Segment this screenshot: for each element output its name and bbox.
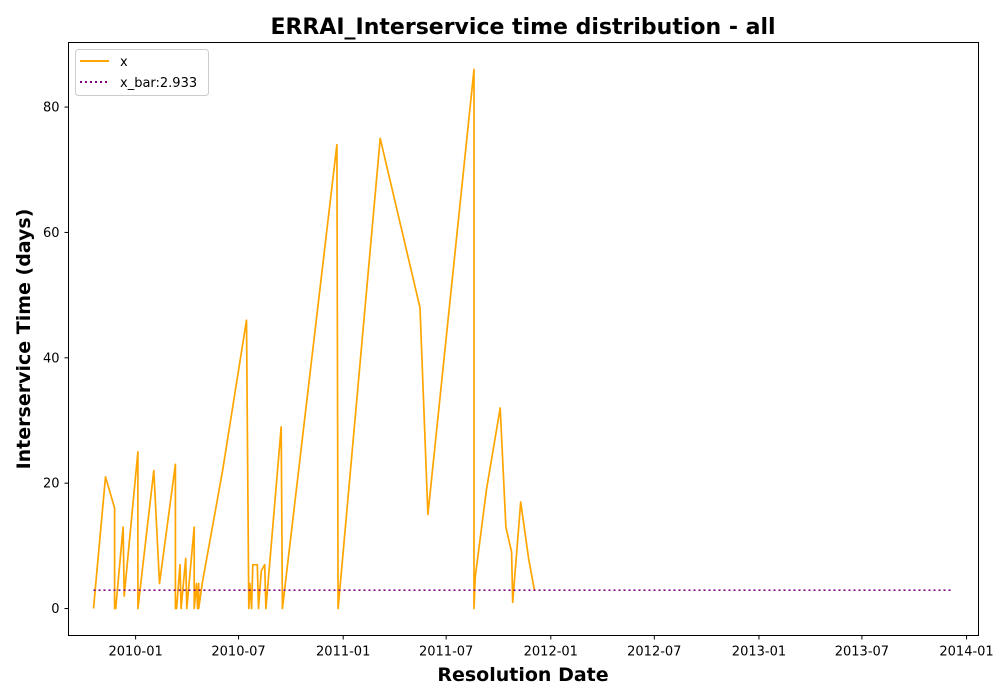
x-tick-label: 2012-01 [524,645,578,660]
series-line-0 [92,68,536,610]
y-tick-label: 0 [51,602,59,617]
x-tick-label: 2014-01 [939,645,993,660]
chart-title: ERRAI_Interservice time distribution - a… [270,15,775,40]
plot-frame [68,42,979,636]
plot-lines [92,68,954,610]
y-axis-label: Interservice Time (days) [13,209,35,470]
x-tick-label: 2013-01 [732,645,786,660]
legend: x x_bar:2.933 [75,49,209,96]
x-tick-label: 2013-07 [835,645,889,660]
legend-label-xbar: x_bar:2.933 [120,76,197,91]
legend-label-x: x [120,55,128,70]
x-tick-label: 2012-07 [627,645,681,660]
x-axis: 2010-01 2010-07 2011-01 2011-07 2012-01 2012-… [108,635,994,660]
x-tick-label: 2011-07 [419,645,473,660]
x-tick-label: 2010-01 [108,645,162,660]
y-tick-label: 60 [43,226,60,241]
x-tick-label: 2010-07 [211,645,265,660]
y-axis: 0 20 40 60 80 [43,101,69,617]
x-axis-label: Resolution Date [437,664,608,686]
x-tick-label: 2011-01 [316,645,370,660]
y-tick-label: 20 [43,477,60,492]
y-tick-label: 40 [43,351,60,366]
y-tick-label: 80 [43,101,60,116]
